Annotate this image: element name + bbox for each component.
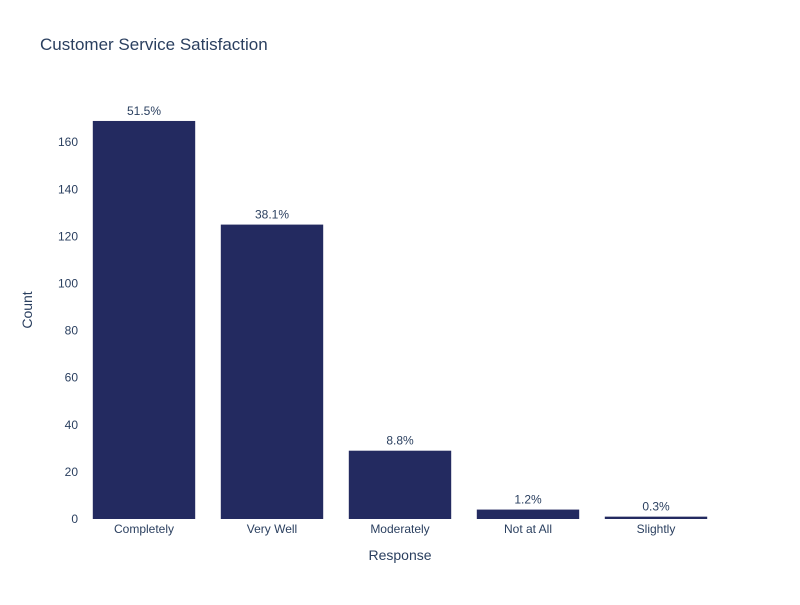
y-tick-label: 160 [58, 135, 78, 149]
x-axis-title: Response [368, 547, 431, 563]
x-axis: Completely Very Well Moderately Not at All S… [114, 522, 675, 536]
bar-data-label: 38.1% [255, 208, 289, 222]
bar-data-label: 1.2% [514, 493, 542, 507]
x-tick-label: Slightly [637, 522, 676, 536]
y-tick-label: 0 [71, 512, 78, 526]
x-tick-label: Moderately [370, 522, 429, 536]
y-tick-label: 80 [65, 324, 79, 338]
y-tick-label: 20 [65, 465, 79, 479]
bar-data-label: 51.5% [127, 104, 161, 118]
bars-group: 51.5% 38.1% 8.8% 1.2% 0.3% [92, 104, 708, 520]
x-tick-label: Not at All [504, 522, 552, 536]
bar-data-label: 0.3% [642, 500, 670, 514]
x-tick-label: Very Well [247, 522, 297, 536]
bar [348, 450, 452, 519]
bar-data-label: 8.8% [386, 434, 414, 448]
chart-title: Customer Service Satisfaction [40, 35, 268, 54]
bar [220, 224, 324, 520]
y-tick-label: 40 [65, 418, 79, 432]
y-axis-title: Count [19, 291, 35, 328]
x-tick-label: Completely [114, 522, 174, 536]
y-tick-label: 60 [65, 371, 79, 385]
y-axis: 0 20 40 60 80 100 120 140 160 [58, 135, 78, 526]
bar [476, 509, 580, 519]
bar [604, 516, 708, 519]
y-tick-label: 100 [58, 276, 78, 290]
y-tick-label: 140 [58, 182, 78, 196]
bar [92, 120, 196, 519]
y-tick-label: 120 [58, 229, 78, 243]
